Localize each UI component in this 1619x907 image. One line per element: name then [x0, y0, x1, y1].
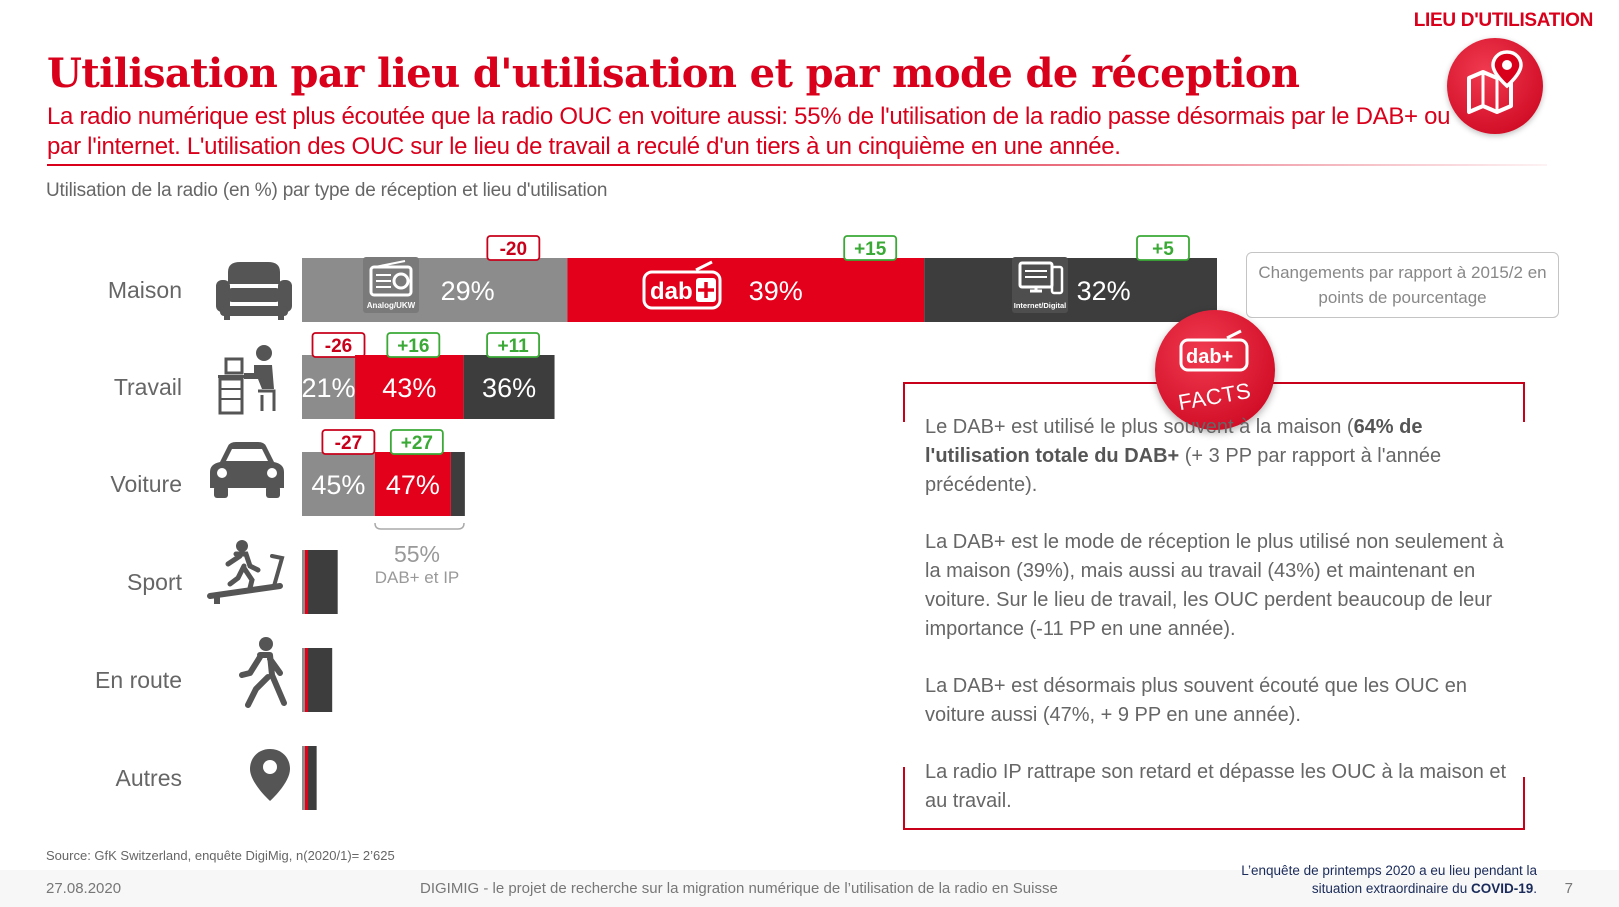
svg-text:dab: dab	[650, 278, 693, 305]
category-label-voiture: Voiture	[110, 471, 182, 497]
chart-caption: Utilisation de la radio (en %) par type …	[46, 180, 608, 201]
bar-voiture-analog-ukw	[302, 452, 375, 516]
bar-travail-analog-ukw	[302, 355, 356, 419]
category-label-maison: Maison	[108, 277, 182, 303]
change-badge-travail-dab-	[386, 332, 441, 358]
location-pin-icon	[250, 749, 290, 801]
change-badge-voiture-dab-	[389, 429, 444, 455]
bar-autres-dab-	[305, 746, 308, 810]
change-value-maison-internet-digital: +5	[1152, 239, 1174, 260]
internet-icon-label: Internet/Digital	[1014, 301, 1067, 310]
change-badge-travail-analog-ukw	[311, 332, 366, 358]
category-label-en-route: En route	[95, 667, 182, 693]
value-label-travail-internet-digital: 36%	[482, 373, 536, 403]
section-tag: LIEU D'UTILISATION	[1413, 10, 1594, 31]
value-label-voiture-dab-: 47%	[386, 470, 440, 500]
covid-note: L’enquête de printemps 2020 a eu lieu pe…	[1241, 863, 1537, 896]
bar-maison-internet-digital	[924, 258, 1217, 322]
analog-icon-label: Analog/UKW	[367, 301, 416, 310]
dab-logo-icon: dab	[642, 260, 722, 310]
desk-worker-icon	[218, 345, 276, 415]
fact-4: La radio IP rattrape son retard et dépas…	[925, 761, 1507, 812]
sofa-icon	[216, 262, 292, 320]
footer-date: 27.08.2020	[46, 880, 122, 897]
category-label-sport: Sport	[127, 569, 183, 595]
bar-en-route-dab-	[305, 648, 308, 712]
bar-en-route-internet-digital	[308, 648, 333, 712]
dab-logo-icon: dab+	[1179, 329, 1249, 372]
dab-ip-share-label: DAB+ et IP	[375, 568, 460, 587]
change-value-travail-internet-digital: +11	[497, 336, 529, 357]
radio-icon: Analog/UKW	[363, 257, 419, 313]
facts-text: Le DAB+ est utilisé le plus souvent à la…	[925, 413, 1515, 844]
footer-project: DIGIMIG - le projet de recherche sur la …	[420, 880, 1058, 897]
source-note: Source: GfK Switzerland, enquête DigiMig…	[46, 848, 395, 863]
car-icon	[210, 442, 284, 498]
bar-travail-internet-digital	[463, 355, 555, 419]
value-label-maison-internet-digital: 32%	[1077, 276, 1131, 306]
page-subtitle: La radio numérique est plus écoutée que …	[47, 103, 1451, 160]
legend-note: Changements par rapport à 2015/2 en poin…	[1246, 252, 1559, 318]
walking-person-icon	[239, 637, 287, 708]
value-label-voiture-analog-ukw: 45%	[311, 470, 365, 500]
bar-sport-dab-	[305, 550, 308, 614]
bar-voiture-internet-digital	[450, 452, 465, 516]
bar-sport-internet-digital	[308, 550, 338, 614]
change-value-travail-analog-ukw: -26	[325, 336, 352, 357]
change-value-voiture-dab-: +27	[401, 433, 433, 454]
change-badge-maison-internet-digital	[1136, 235, 1190, 261]
change-value-maison-dab-: +15	[854, 239, 887, 260]
bar-autres-analog-ukw	[302, 746, 305, 810]
bar-maison-analog-ukw	[302, 258, 568, 322]
value-label-travail-analog-ukw: 21%	[301, 373, 355, 403]
fact-3: La DAB+ est désormais plus souvent écout…	[925, 675, 1467, 726]
bar-en-route-analog-ukw	[302, 648, 305, 712]
title-divider	[47, 164, 1547, 166]
category-label-travail: Travail	[114, 374, 182, 400]
page-number: 7	[1564, 880, 1573, 897]
category-label-autres: Autres	[116, 765, 182, 791]
change-badge-voiture-analog-ukw	[321, 429, 376, 455]
dab-ip-bracket	[374, 522, 465, 530]
bar-maison-dab-	[567, 258, 925, 322]
facts-badge: dab+	[1155, 310, 1275, 430]
fact-2: La DAB+ est le mode de réception le plus…	[925, 531, 1504, 640]
value-label-travail-dab-: 43%	[382, 373, 436, 403]
page-title: Utilisation par lieu d'utilisation et pa…	[47, 50, 1300, 97]
change-value-maison-analog-ukw: -20	[500, 239, 527, 260]
change-value-travail-dab-: +16	[397, 336, 429, 357]
value-label-maison-dab-: 39%	[749, 276, 803, 306]
computer-icon: Internet/Digital	[1012, 257, 1068, 313]
change-badge-travail-internet-digital	[486, 332, 540, 358]
change-badge-maison-dab-	[843, 235, 898, 261]
fact-1: Le DAB+ est utilisé le plus souvent à la…	[925, 416, 1442, 496]
treadmill-runner-icon	[207, 540, 285, 604]
dab-ip-share-value: 55%	[394, 541, 440, 567]
facts-badge-logo: dab+	[1186, 346, 1233, 368]
footer-bar	[0, 870, 1619, 907]
bar-autres-internet-digital	[308, 746, 317, 810]
bar-sport-analog-ukw	[302, 550, 305, 614]
change-value-voiture-analog-ukw: -27	[335, 433, 362, 454]
map-pin-icon	[1447, 38, 1543, 134]
bar-voiture-dab-	[374, 452, 451, 516]
value-label-maison-analog-ukw: 29%	[441, 276, 495, 306]
change-badge-maison-analog-ukw	[486, 235, 541, 261]
bar-travail-dab-	[355, 355, 464, 419]
